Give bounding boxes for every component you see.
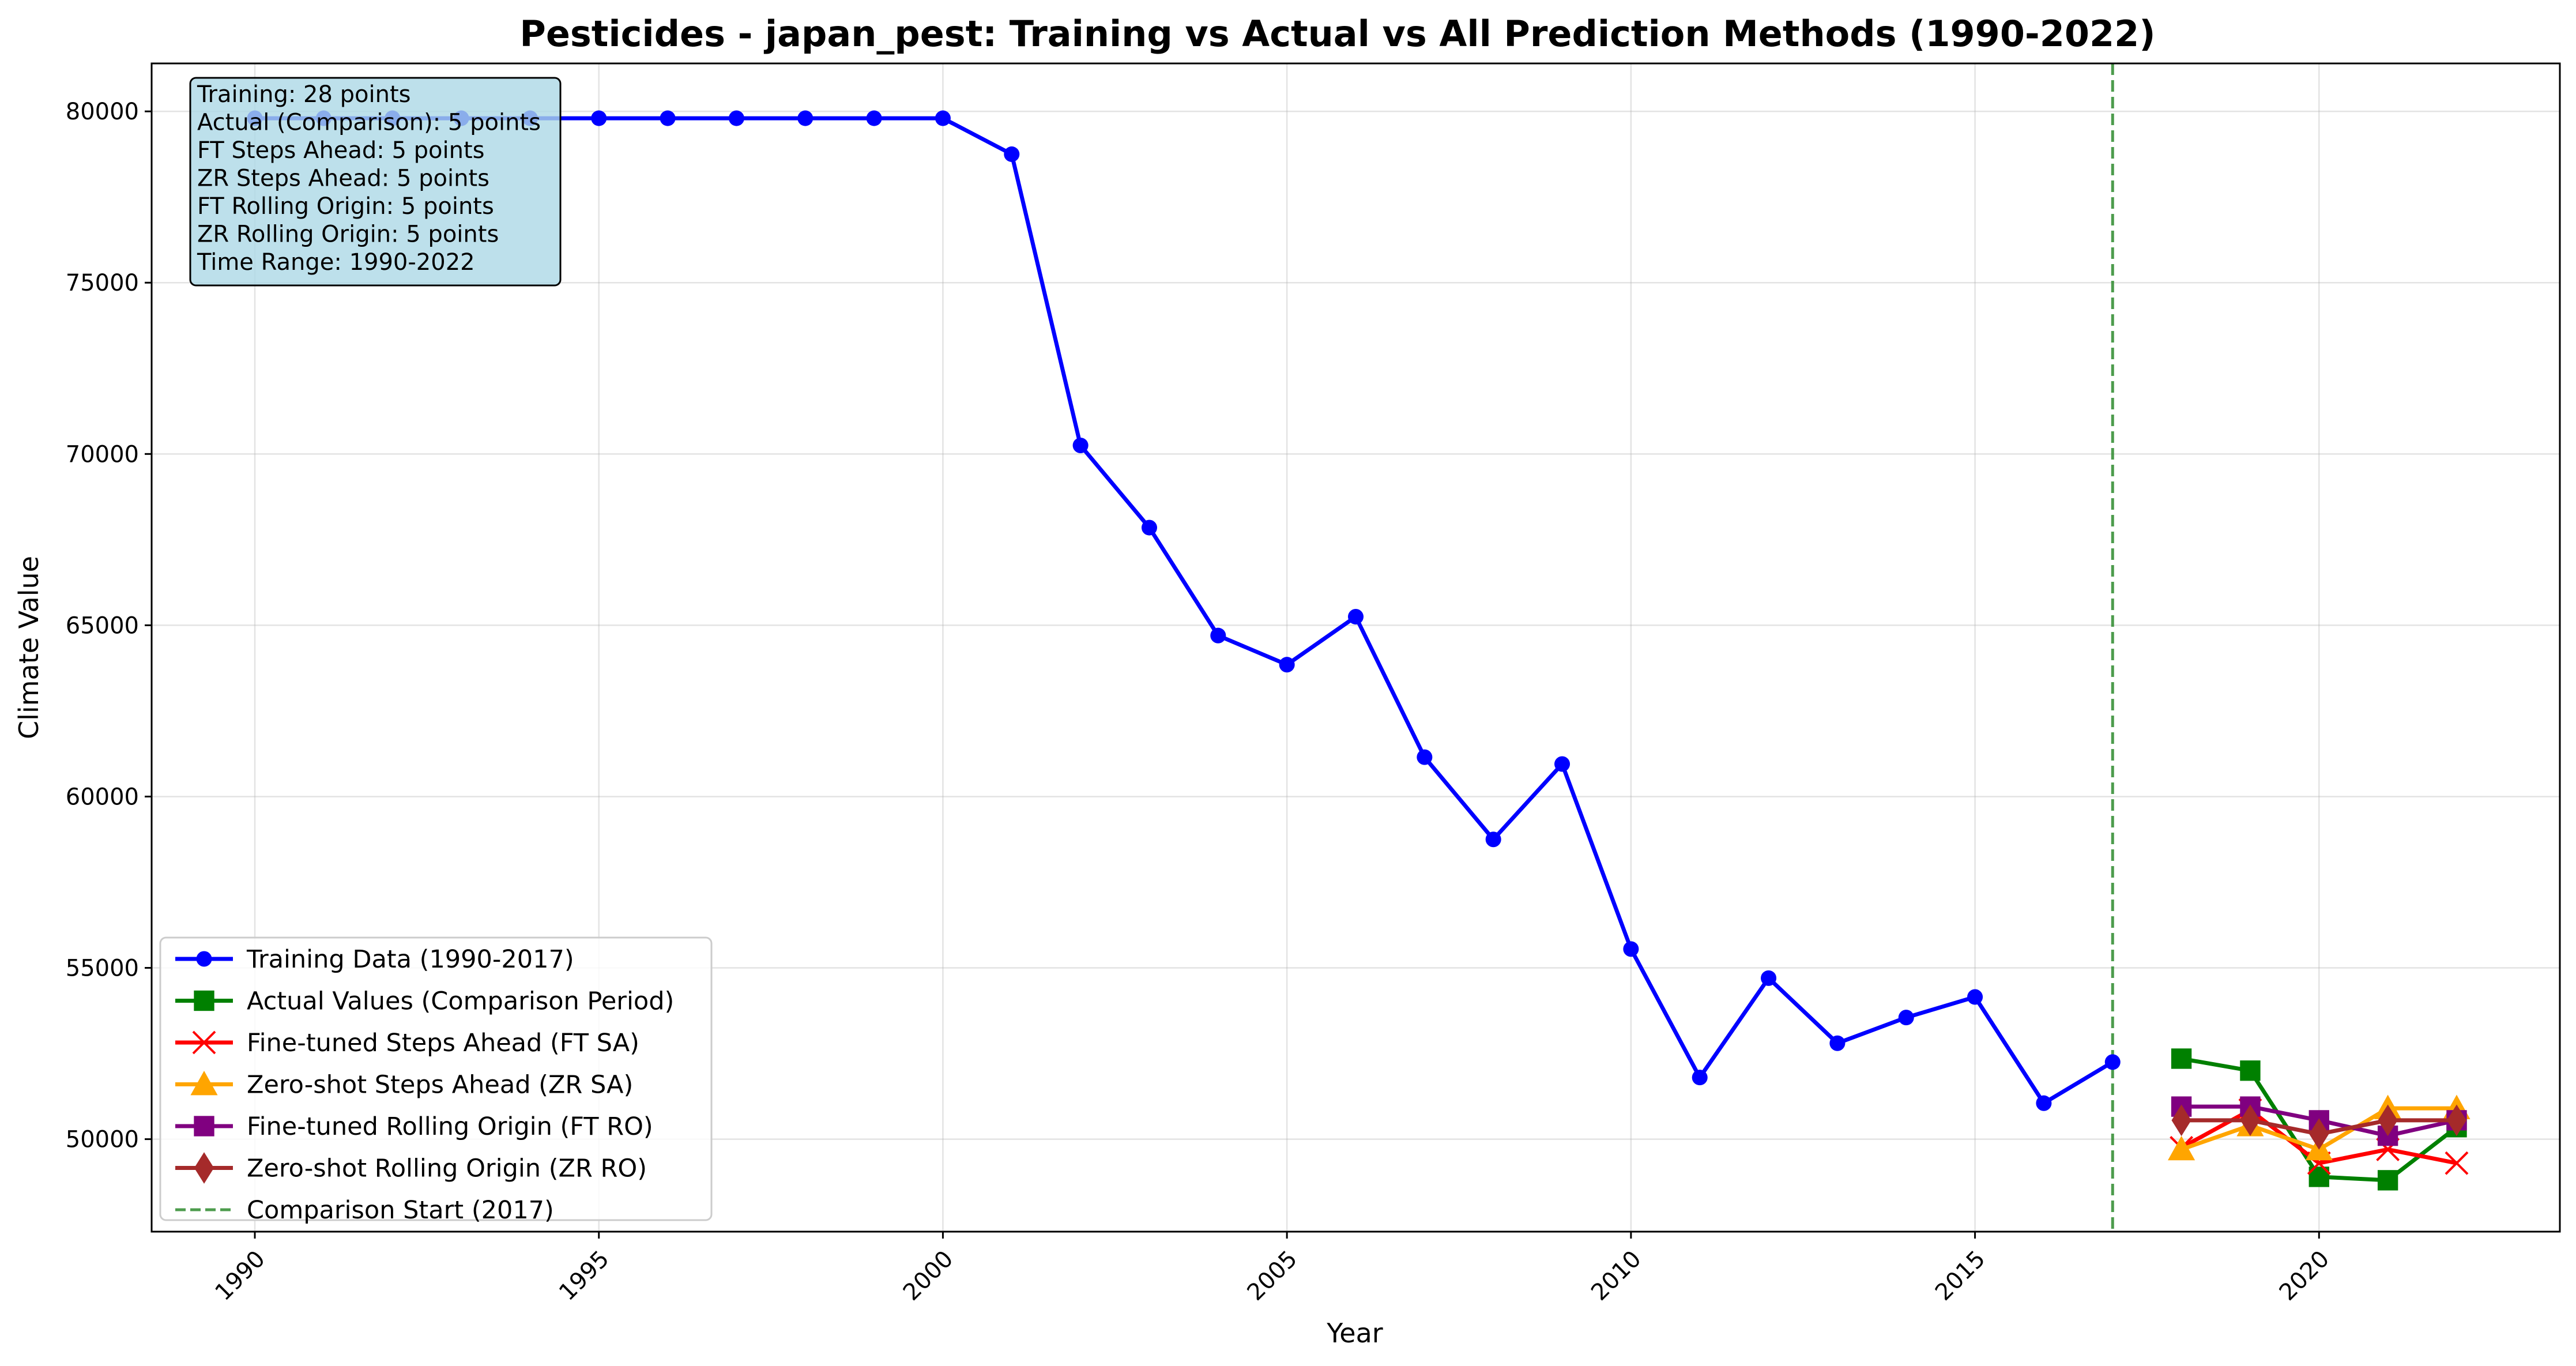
- data-point-actual-values-comparison-period: [2240, 1060, 2261, 1081]
- data-point-training-data-1990-2017: [1829, 1035, 1846, 1051]
- chart-title: Pesticides - japan_pest: Training vs Act…: [519, 13, 2155, 55]
- x-tick-label: 1990: [210, 1245, 270, 1306]
- y-tick-label: 80000: [66, 99, 139, 125]
- y-tick-label: 50000: [66, 1127, 139, 1153]
- info-box-line: FT Steps Ahead: 5 points: [197, 137, 485, 164]
- data-point-training-data-1990-2017: [1417, 749, 1433, 765]
- data-point-training-data-1990-2017: [797, 110, 814, 126]
- data-point-training-data-1990-2017: [1485, 831, 1501, 848]
- data-point-zero-shot-rolling-origin-zr-ro: [2446, 1104, 2467, 1137]
- legend-label-training-data-1990-2017: Training Data (1990-2017): [246, 945, 574, 974]
- data-point-training-data-1990-2017: [1623, 941, 1639, 957]
- legend-background: [159, 936, 713, 1221]
- data-point-training-data-1990-2017: [1967, 989, 1983, 1005]
- x-tick-label: 1995: [554, 1245, 615, 1306]
- data-point-zero-shot-rolling-origin-zr-ro: [2171, 1104, 2191, 1137]
- legend-label-comparison-start-2017: Comparison Start (2017): [247, 1196, 554, 1225]
- data-point-actual-values-comparison-period: [2171, 1048, 2192, 1069]
- y-axis-label: Climate Value: [13, 556, 44, 739]
- legend-marker-zero-shot-steps-ahead-zr-sa: [190, 1070, 218, 1096]
- data-point-training-data-1990-2017: [1761, 970, 1777, 986]
- legend-entry-actual-values-comparison-period: Actual Values (Comparison Period): [175, 987, 674, 1016]
- data-point-training-data-1990-2017: [660, 110, 676, 126]
- data-point-training-data-1990-2017: [1141, 520, 1157, 536]
- legend: Training Data (1990-2017) Actual Values (…: [159, 936, 713, 1225]
- data-point-training-data-1990-2017: [935, 110, 951, 126]
- y-tick-label: 75000: [66, 270, 139, 296]
- x-tick-label: 2020: [2274, 1245, 2335, 1306]
- data-point-training-data-1990-2017: [1554, 756, 1571, 772]
- info-box-line: FT Rolling Origin: 5 points: [197, 193, 494, 220]
- data-point-training-data-1990-2017: [2036, 1095, 2052, 1111]
- data-point-zero-shot-rolling-origin-zr-ro: [2378, 1104, 2398, 1137]
- info-box-line: ZR Rolling Origin: 5 points: [197, 221, 499, 248]
- series-line-training-data-1990-2017: [255, 116, 2114, 1105]
- legend-label-fine-tuned-steps-ahead-ft-sa: Fine-tuned Steps Ahead (FT SA): [247, 1029, 639, 1058]
- legend-entry-training-data-1990-2017: Training Data (1990-2017): [175, 945, 574, 974]
- data-point-zero-shot-rolling-origin-zr-ro: [2309, 1118, 2329, 1150]
- data-point-training-data-1990-2017: [1279, 657, 1295, 673]
- legend-marker-training-data-1990-2017: [196, 951, 212, 967]
- info-box-line: Training: 28 points: [197, 81, 411, 108]
- legend-label-actual-values-comparison-period: Actual Values (Comparison Period): [247, 987, 674, 1016]
- legend-marker-zero-shot-rolling-origin-zr-ro: [194, 1152, 214, 1184]
- data-point-training-data-1990-2017: [728, 110, 744, 126]
- legend-entry-zero-shot-steps-ahead-zr-sa: Zero-shot Steps Ahead (ZR SA): [175, 1071, 633, 1100]
- data-point-actual-values-comparison-period: [2377, 1170, 2398, 1191]
- legend-entry-zero-shot-rolling-origin-zr-ro: Zero-shot Rolling Origin (ZR RO): [175, 1152, 647, 1184]
- info-box-line: ZR Steps Ahead: 5 points: [197, 165, 489, 192]
- data-point-training-data-1990-2017: [1072, 437, 1089, 453]
- info-box-line: Actual (Comparison): 5 points: [197, 110, 541, 136]
- legend-entry-fine-tuned-steps-ahead-ft-sa: Fine-tuned Steps Ahead (FT SA): [175, 1029, 639, 1058]
- data-point-training-data-1990-2017: [1898, 1010, 1914, 1026]
- x-tick-label: 2010: [1586, 1245, 1647, 1306]
- data-point-training-data-1990-2017: [591, 110, 607, 126]
- y-tick-label: 55000: [66, 955, 139, 982]
- data-point-training-data-1990-2017: [866, 110, 882, 126]
- y-tick-label: 60000: [66, 784, 139, 810]
- info-box-background: [189, 77, 562, 287]
- data-point-training-data-1990-2017: [1004, 146, 1020, 162]
- x-tick-label: 2005: [1242, 1245, 1303, 1306]
- x-tick-label: 2015: [1930, 1245, 1991, 1306]
- grid: [152, 63, 2560, 1232]
- data-point-zero-shot-steps-ahead-zr-sa: [2168, 1135, 2195, 1161]
- legend-entry-fine-tuned-rolling-origin-ft-ro: Fine-tuned Rolling Origin (FT RO): [175, 1112, 653, 1141]
- info-box-line: Time Range: 1990-2022: [197, 249, 475, 276]
- x-axis-label: Year: [1326, 1318, 1383, 1349]
- legend-entry-comparison-start-2017: Comparison Start (2017): [175, 1196, 554, 1225]
- legend-label-zero-shot-rolling-origin-zr-ro: Zero-shot Rolling Origin (ZR RO): [247, 1154, 647, 1183]
- legend-marker-fine-tuned-steps-ahead-ft-sa: [192, 1030, 216, 1055]
- y-tick-label: 70000: [66, 441, 139, 468]
- x-tick-label: 2000: [898, 1245, 959, 1306]
- data-point-zero-shot-rolling-origin-zr-ro: [2240, 1104, 2261, 1137]
- plot-area-frame: [150, 62, 2561, 1233]
- legend-marker-actual-values-comparison-period: [194, 990, 214, 1011]
- legend-marker-fine-tuned-rolling-origin-ft-ro: [194, 1116, 214, 1137]
- y-tick-label: 65000: [66, 612, 139, 639]
- series-zero-shot-rolling-origin-zr-ro: [2171, 1104, 2467, 1150]
- data-point-training-data-1990-2017: [1210, 627, 1226, 644]
- data-point-training-data-1990-2017: [1347, 609, 1364, 625]
- legend-label-fine-tuned-rolling-origin-ft-ro: Fine-tuned Rolling Origin (FT RO): [247, 1112, 653, 1141]
- data-point-training-data-1990-2017: [2104, 1054, 2121, 1070]
- data-point-fine-tuned-steps-ahead-ft-sa: [2445, 1151, 2469, 1175]
- legend-label-zero-shot-steps-ahead-zr-sa: Zero-shot Steps Ahead (ZR SA): [247, 1071, 633, 1100]
- data-point-training-data-1990-2017: [1692, 1070, 1708, 1086]
